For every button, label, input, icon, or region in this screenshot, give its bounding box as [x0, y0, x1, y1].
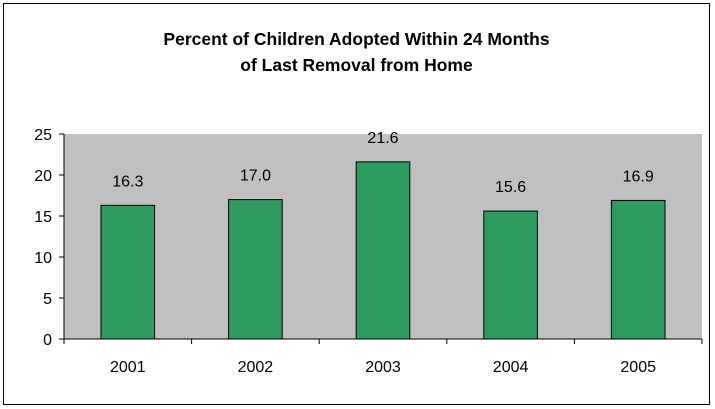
data-label: 16.9 — [623, 168, 654, 185]
bar — [355, 161, 411, 340]
chart-title-line-2: of Last Removal from Home — [240, 55, 473, 75]
x-category-label: 2005 — [620, 359, 656, 376]
bar — [483, 210, 538, 340]
bar — [228, 199, 283, 340]
data-label: 21.6 — [367, 130, 398, 147]
y-tick-label: 25 — [34, 127, 52, 144]
bar — [610, 199, 666, 340]
y-tick-label: 0 — [43, 332, 52, 349]
y-tick-label: 20 — [34, 168, 52, 185]
y-tick-label: 10 — [34, 250, 52, 267]
y-tick-label: 5 — [43, 291, 52, 308]
x-category-label: 2002 — [238, 359, 274, 376]
x-category-label: 2003 — [365, 359, 401, 376]
chart-title-line-1: Percent of Children Adopted Within 24 Mo… — [163, 29, 550, 49]
chart-title: Percent of Children Adopted Within 24 Mo… — [4, 26, 709, 78]
x-category-label: 2004 — [493, 359, 529, 376]
y-tick-label: 15 — [34, 209, 52, 226]
data-label: 16.3 — [112, 173, 143, 190]
bar — [100, 204, 156, 340]
x-category-label: 2001 — [110, 359, 146, 376]
data-label: 17.0 — [240, 168, 271, 185]
data-label: 15.6 — [495, 179, 526, 196]
